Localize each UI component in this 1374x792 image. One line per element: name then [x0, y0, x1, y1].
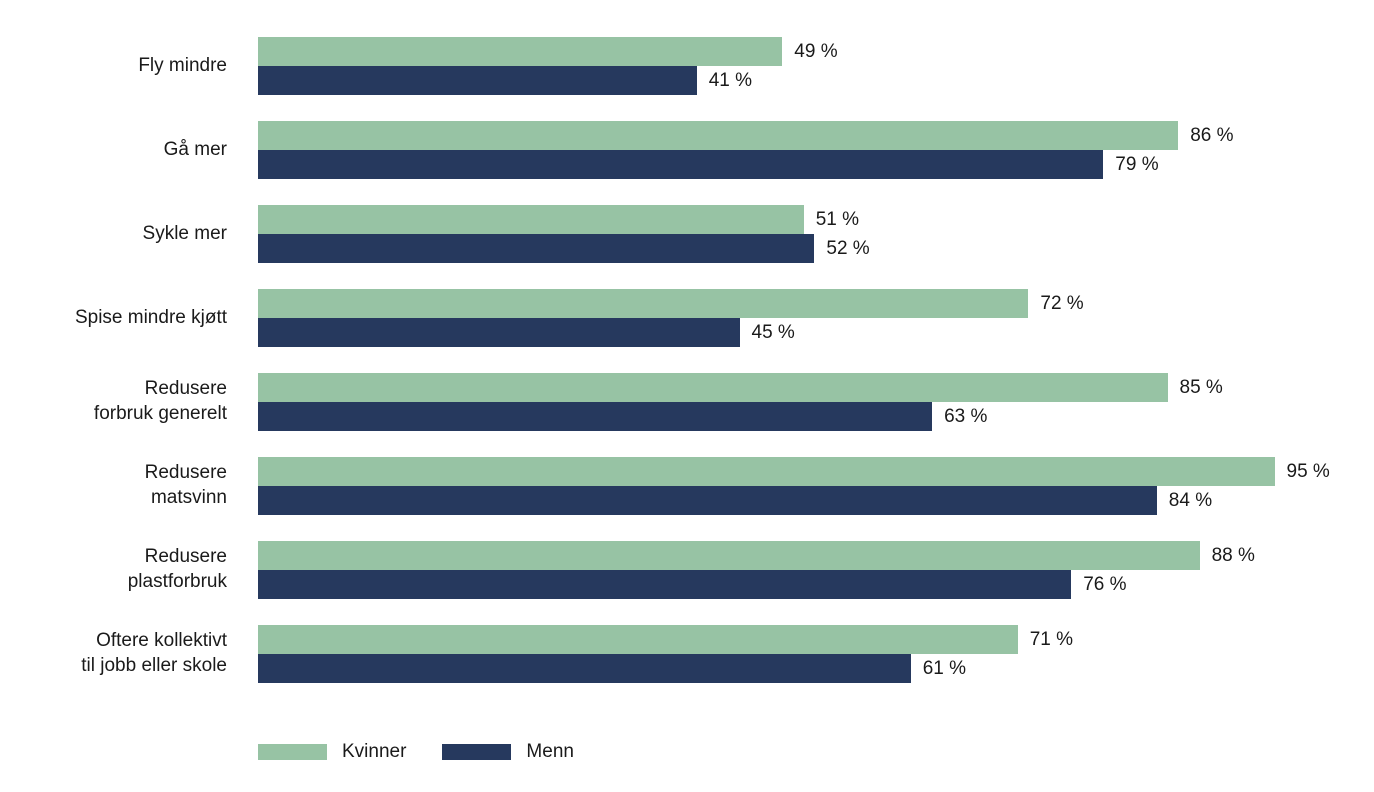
bar-group: 72 % 45 % [258, 289, 1328, 347]
chart-rows: Fly mindre 49 % 41 % Gå mer 86 % 79 % Sykle me… [0, 37, 1374, 683]
value-label: 51 % [815, 208, 859, 230]
bar-line: 52 % [258, 234, 1328, 263]
bar-line: 45 % [258, 318, 1328, 347]
bar-group: 86 % 79 % [258, 121, 1328, 179]
category-label-line: Sykle mer [142, 222, 227, 244]
category-label: Redusere forbruk generelt [0, 373, 227, 431]
legend-swatch-menn-icon [442, 744, 512, 760]
bar-line: 79 % [258, 150, 1328, 179]
bar-menn [258, 318, 740, 347]
bar-group: 88 % 76 % [258, 541, 1328, 599]
category-label: Sykle mer [0, 205, 227, 263]
bar-menn [258, 66, 697, 95]
bar-menn [258, 234, 815, 263]
bar-line: 85 % [258, 373, 1328, 402]
bar-group: 49 % 41 % [258, 37, 1328, 95]
bar-kvinner [258, 541, 1200, 570]
bar-line: 51 % [258, 205, 1328, 234]
bar-menn [258, 150, 1104, 179]
bar-group: 71 % 61 % [258, 625, 1328, 683]
bar-group: 51 % 52 % [258, 205, 1328, 263]
bar-kvinner [258, 625, 1018, 654]
chart-row: Redusere plastforbruk 88 % 76 % [0, 541, 1374, 599]
category-label-line: Redusere [144, 546, 227, 568]
bar-group: 95 % 84 % [258, 457, 1330, 515]
bar-line: 86 % [258, 121, 1328, 150]
bar-line: 41 % [258, 66, 1328, 95]
bar-line: 95 % [258, 457, 1330, 486]
value-label: 41 % [708, 69, 752, 91]
chart-row: Sykle mer 51 % 52 % [0, 205, 1374, 263]
bar-line: 71 % [258, 625, 1328, 654]
value-label: 45 % [751, 321, 795, 343]
legend-item-kvinner: Kvinner [258, 741, 406, 763]
bar-line: 84 % [258, 486, 1328, 515]
value-label: 72 % [1040, 292, 1084, 314]
value-label: 71 % [1029, 628, 1073, 650]
bar-line: 49 % [258, 37, 1328, 66]
bar-line: 88 % [258, 541, 1328, 570]
value-label: 86 % [1190, 124, 1234, 146]
chart-row: Redusere matsvinn 95 % 84 % [0, 457, 1374, 515]
chart-row: Fly mindre 49 % 41 % [0, 37, 1374, 95]
bar-chart: Fly mindre 49 % 41 % Gå mer 86 % 79 % Sykle me… [0, 37, 1374, 763]
legend-swatch-kvinner-icon [258, 744, 327, 760]
legend-item-menn: Menn [442, 741, 574, 763]
category-label-line: til jobb eller skole [81, 655, 227, 676]
bar-kvinner [258, 121, 1179, 150]
category-label-line: Gå mer [163, 138, 227, 160]
legend-label-kvinner: Kvinner [342, 741, 407, 762]
bar-menn [258, 570, 1072, 599]
value-label: 61 % [922, 657, 966, 679]
bar-menn [258, 486, 1157, 515]
category-label-line: Spise mindre kjøtt [74, 306, 227, 328]
category-label-line: matsvinn [150, 487, 227, 508]
value-label: 84 % [1168, 489, 1213, 511]
bar-menn [258, 402, 933, 431]
category-label: Redusere plastforbruk [0, 541, 227, 599]
category-label-line: Redusere [144, 378, 227, 400]
bar-kvinner [258, 289, 1029, 318]
value-label: 76 % [1083, 573, 1127, 595]
value-label: 88 % [1211, 544, 1255, 566]
value-label: 95 % [1286, 460, 1330, 482]
bar-line: 63 % [258, 402, 1328, 431]
bar-kvinner [258, 37, 783, 66]
chart-row: Oftere kollektivt til jobb eller skole 71 … [0, 625, 1374, 683]
bar-line: 61 % [258, 654, 1328, 683]
bar-kvinner [258, 205, 804, 234]
value-label: 79 % [1115, 153, 1159, 175]
category-label-line: plastforbruk [127, 571, 227, 592]
legend-label-menn: Menn [526, 741, 574, 762]
category-label-line: Oftere kollektivt [96, 630, 227, 652]
category-label-line: forbruk generelt [93, 403, 227, 424]
bar-kvinner [258, 457, 1275, 486]
chart-row: Spise mindre kjøtt 72 % 45 % [0, 289, 1374, 347]
bar-menn [258, 654, 911, 683]
chart-row: Gå mer 86 % 79 % [0, 121, 1374, 179]
bar-line: 72 % [258, 289, 1328, 318]
category-label: Spise mindre kjøtt [0, 289, 227, 347]
category-label: Redusere matsvinn [0, 457, 227, 515]
value-label: 63 % [944, 405, 988, 427]
value-label: 49 % [794, 40, 838, 62]
category-label: Fly mindre [0, 37, 227, 95]
chart-row: Redusere forbruk generelt 85 % 63 % [0, 373, 1374, 431]
category-label-line: Fly mindre [138, 54, 227, 76]
bar-line: 76 % [258, 570, 1328, 599]
legend: Kvinner Menn [258, 741, 1374, 763]
category-label: Gå mer [0, 121, 227, 179]
category-label: Oftere kollektivt til jobb eller skole [0, 625, 227, 683]
category-label-line: Redusere [144, 462, 227, 484]
bar-group: 85 % 63 % [258, 373, 1328, 431]
bar-kvinner [258, 373, 1168, 402]
value-label: 85 % [1179, 376, 1223, 398]
value-label: 52 % [826, 237, 870, 259]
